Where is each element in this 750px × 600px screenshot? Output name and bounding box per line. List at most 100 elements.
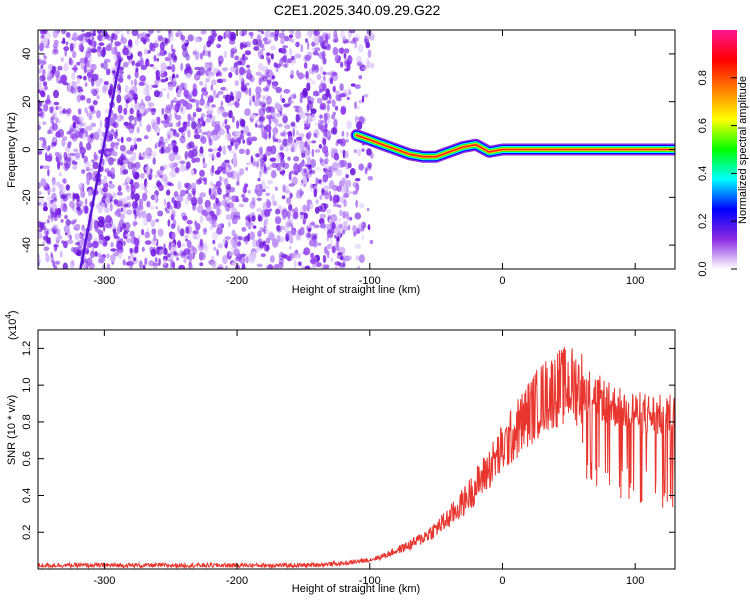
noise-speckle (133, 181, 140, 189)
noise-speckle (257, 158, 263, 164)
noise-speckle (269, 255, 275, 263)
noise-speckle (42, 121, 47, 125)
noise-speckle (296, 136, 303, 141)
noise-speckle (338, 47, 343, 54)
noise-speckle (108, 180, 113, 185)
noise-speckle (329, 195, 333, 202)
noise-speckle (303, 126, 310, 130)
noise-speckle (85, 68, 92, 74)
noise-speckle (339, 209, 343, 217)
noise-speckle (310, 108, 317, 114)
colorbar-tick-label: 0.0 (697, 261, 709, 276)
noise-speckle (153, 54, 157, 62)
noise-speckle (311, 140, 317, 144)
noise-speckle (178, 127, 185, 133)
noise-speckle (313, 47, 321, 52)
noise-speckle (211, 165, 215, 174)
noise-speckle (285, 145, 289, 153)
noise-speckle (317, 119, 324, 128)
noise-speckle (334, 266, 338, 269)
noise-speckle (85, 130, 88, 138)
noise-speckle (156, 246, 160, 255)
noise-speckle (173, 250, 177, 256)
noise-speckle (208, 216, 216, 225)
noise-speckle (287, 135, 293, 144)
noise-speckle (133, 246, 139, 254)
noise-speckle (175, 133, 179, 137)
noise-speckle (245, 162, 251, 166)
noise-speckle (195, 107, 202, 113)
noise-speckle (162, 258, 167, 266)
noise-speckle (138, 152, 142, 158)
noise-speckle (217, 91, 224, 95)
noise-speckle (225, 133, 231, 141)
noise-speckle (340, 138, 346, 147)
noise-speckle (90, 105, 95, 112)
noise-speckle (62, 164, 65, 169)
noise-speckle (101, 85, 108, 94)
noise-speckle (39, 101, 43, 107)
noise-speckle (49, 106, 54, 114)
noise-speckle (361, 148, 365, 152)
noise-speckle (38, 55, 41, 60)
noise-speckle (114, 45, 118, 54)
noise-speckle (239, 73, 244, 83)
noise-speckle (111, 32, 115, 39)
noise-speckle (146, 124, 152, 132)
noise-speckle (149, 63, 155, 68)
noise-speckle (289, 48, 293, 56)
noise-speckle (180, 105, 184, 113)
noise-speckle (294, 206, 299, 216)
noise-speckle (160, 167, 164, 171)
noise-speckle (294, 254, 301, 260)
noise-speckle (247, 189, 251, 194)
noise-speckle (129, 247, 133, 254)
noise-speckle (262, 95, 266, 101)
noise-speckle (170, 100, 174, 107)
snr-y-multiplier-base: (x10 (7, 319, 19, 340)
noise-speckle (354, 41, 358, 49)
noise-speckle (222, 111, 229, 118)
noise-speckle (158, 140, 162, 148)
noise-speckle (102, 61, 108, 70)
noise-speckle (100, 179, 108, 184)
noise-speckle (341, 177, 346, 185)
noise-speckle (182, 215, 188, 221)
noise-speckle (245, 167, 249, 171)
noise-speckle (249, 77, 253, 82)
noise-speckle (281, 208, 288, 218)
noise-speckle (110, 248, 117, 252)
noise-speckle (321, 50, 326, 60)
noise-speckle (276, 225, 281, 231)
noise-speckle (248, 31, 254, 36)
noise-speckle (188, 93, 192, 101)
noise-speckle (128, 59, 132, 64)
noise-speckle (132, 200, 138, 209)
noise-speckle (134, 221, 138, 226)
noise-speckle (99, 120, 103, 129)
noise-speckle (179, 165, 186, 172)
noise-speckle (231, 246, 235, 252)
noise-speckle (149, 246, 154, 254)
noise-speckle (116, 114, 124, 122)
noise-speckle (228, 251, 233, 256)
noise-speckle (257, 62, 264, 72)
noise-speckle (130, 236, 135, 245)
noise-speckle (213, 89, 216, 95)
noise-speckle (259, 120, 264, 127)
noise-speckle (235, 69, 239, 76)
noise-speckle (164, 56, 171, 62)
noise-speckle (130, 123, 135, 130)
noise-speckle (125, 238, 133, 243)
noise-speckle (266, 101, 270, 107)
noise-speckle (230, 47, 238, 54)
noise-speckle (51, 65, 56, 75)
noise-speckle (328, 218, 331, 223)
noise-speckle (225, 87, 228, 92)
noise-speckle (143, 135, 149, 140)
noise-speckle (154, 174, 158, 179)
noise-speckle (172, 261, 176, 269)
noise-speckle (127, 74, 131, 80)
noise-speckle (286, 256, 292, 262)
noise-speckle (337, 252, 343, 256)
